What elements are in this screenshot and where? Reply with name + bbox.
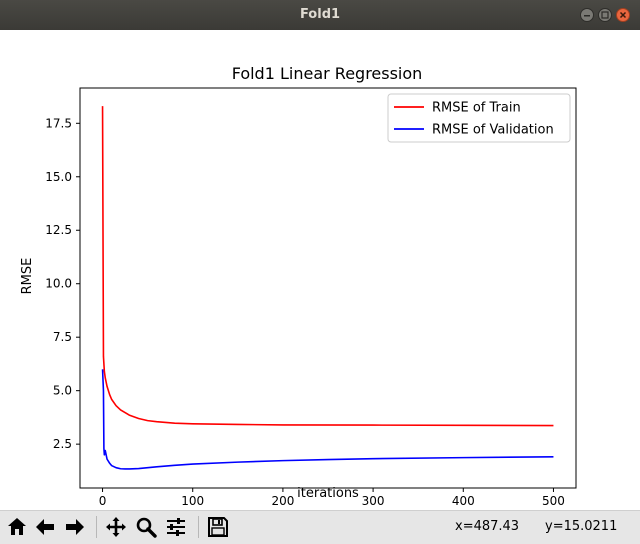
legend-box [387,93,571,143]
subplots-config-button[interactable] [163,514,189,540]
legend-label: RMSE of Validation [432,123,554,138]
line-chart: Fold1 Linear Regression 0 100 200 300 400 500… [20,64,577,508]
close-button[interactable] [616,8,630,22]
x-tick-label: 400 [452,494,475,508]
close-icon [619,11,627,19]
subplots-config-icon [167,518,185,536]
pan-icon [106,517,126,537]
x-tick-label: 0 [99,494,107,508]
zoom-icon [136,517,157,538]
back-button[interactable] [32,514,58,540]
y-coordinate-readout: y=15.0211 [545,519,618,534]
y-tick-label: 5.0 [53,384,72,398]
x-coordinate-readout: x=487.43 [455,519,520,534]
y-tick-label: 10.0 [45,277,72,291]
window-titlebar[interactable]: Fold1 [0,0,640,30]
window-title: Fold1 [299,7,341,22]
plot-frame [79,87,577,489]
series-line-train [101,106,554,427]
save-icon [208,517,228,537]
chart-title: Fold1 Linear Regression [232,64,423,83]
pan-button[interactable] [103,514,129,540]
toolbar-separator [96,516,97,538]
forward-arrow-icon [66,519,84,535]
x-tick-label: 500 [542,494,565,508]
y-axis-label: RMSE [20,258,35,295]
navigation-toolbar: x=487.43 y=15.0211 [0,510,640,544]
figure-canvas[interactable]: Fold1 Linear Regression 0 100 200 300 400 500… [0,30,640,510]
x-axis-label: iterations [297,486,359,501]
legend: RMSE of Train RMSE of Validation [387,93,571,143]
maximize-button[interactable] [598,8,612,22]
y-tick-label: 15.0 [45,170,72,184]
series-line-validation [101,369,554,470]
x-tick-label: 200 [271,494,294,508]
home-icon [8,518,26,535]
zoom-button[interactable] [133,514,159,540]
y-tick-label: 12.5 [45,223,72,237]
save-button[interactable] [205,514,231,540]
forward-button[interactable] [62,514,88,540]
y-tick-label: 2.5 [53,437,72,451]
x-tick-label: 100 [181,494,204,508]
y-tick-label: 17.5 [45,116,72,130]
x-tick-label: 300 [362,494,385,508]
legend-label: RMSE of Train [432,101,521,116]
minimize-icon [584,15,590,17]
y-tick-label: 7.5 [53,330,72,344]
minimize-button[interactable] [580,8,594,22]
toolbar-separator [198,516,199,538]
back-arrow-icon [36,519,54,535]
maximize-icon [601,11,609,19]
home-button[interactable] [4,514,30,540]
